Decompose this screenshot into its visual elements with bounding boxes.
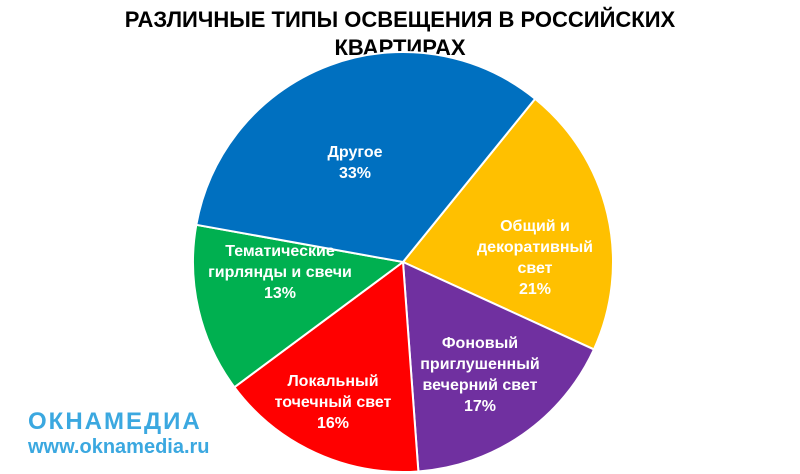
watermark-url: www.oknamedia.ru — [28, 436, 210, 458]
slice-name: Другое — [327, 144, 383, 161]
slice-value: 33% — [338, 165, 372, 182]
pie-slice — [192, 223, 406, 389]
slice-label: Тематические гирлянды и свечи 13% — [208, 242, 352, 302]
pie-slice — [401, 97, 614, 351]
slice-name: Фоновый приглушенный вечерний свет — [420, 335, 540, 394]
watermark: ОКНАМЕДИА www.oknamedia.ru — [28, 408, 210, 459]
slice-value: 13% — [263, 284, 297, 302]
watermark-logo: ОКНАМЕДИА — [28, 408, 202, 435]
pie-slice — [195, 51, 537, 264]
slice-name: Локальный точечный свет — [274, 372, 392, 411]
slice-value: 17% — [463, 398, 497, 415]
chart-title: РАЗЛИЧНЫЕ ТИПЫ ОСВЕЩЕНИЯ В РОССИЙСКИХ КВ… — [124, 7, 676, 60]
slice-value: 21% — [518, 281, 552, 298]
pie-slice — [233, 260, 420, 473]
slice-name: Тематические гирлянды и свечи — [208, 242, 352, 281]
slice-value: 16% — [316, 414, 350, 432]
pie-slice — [401, 260, 596, 473]
slice-label: Другое 33% — [327, 144, 383, 182]
slice-label: Фоновый приглушенный вечерний свет 17% — [420, 335, 540, 415]
slice-name: Общий и декоративный свет — [477, 218, 593, 277]
slice-label: Локальный точечный свет 16% — [274, 372, 392, 432]
slice-label: Общий и декоративный свет 21% — [477, 218, 593, 298]
